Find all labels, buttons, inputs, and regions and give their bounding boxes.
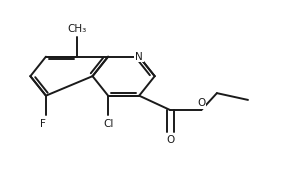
Text: CH₃: CH₃ [67, 24, 87, 34]
Text: Cl: Cl [103, 119, 113, 129]
Text: O: O [166, 135, 174, 145]
Text: F: F [40, 119, 46, 129]
Text: N: N [135, 52, 143, 62]
Text: O: O [197, 98, 205, 108]
